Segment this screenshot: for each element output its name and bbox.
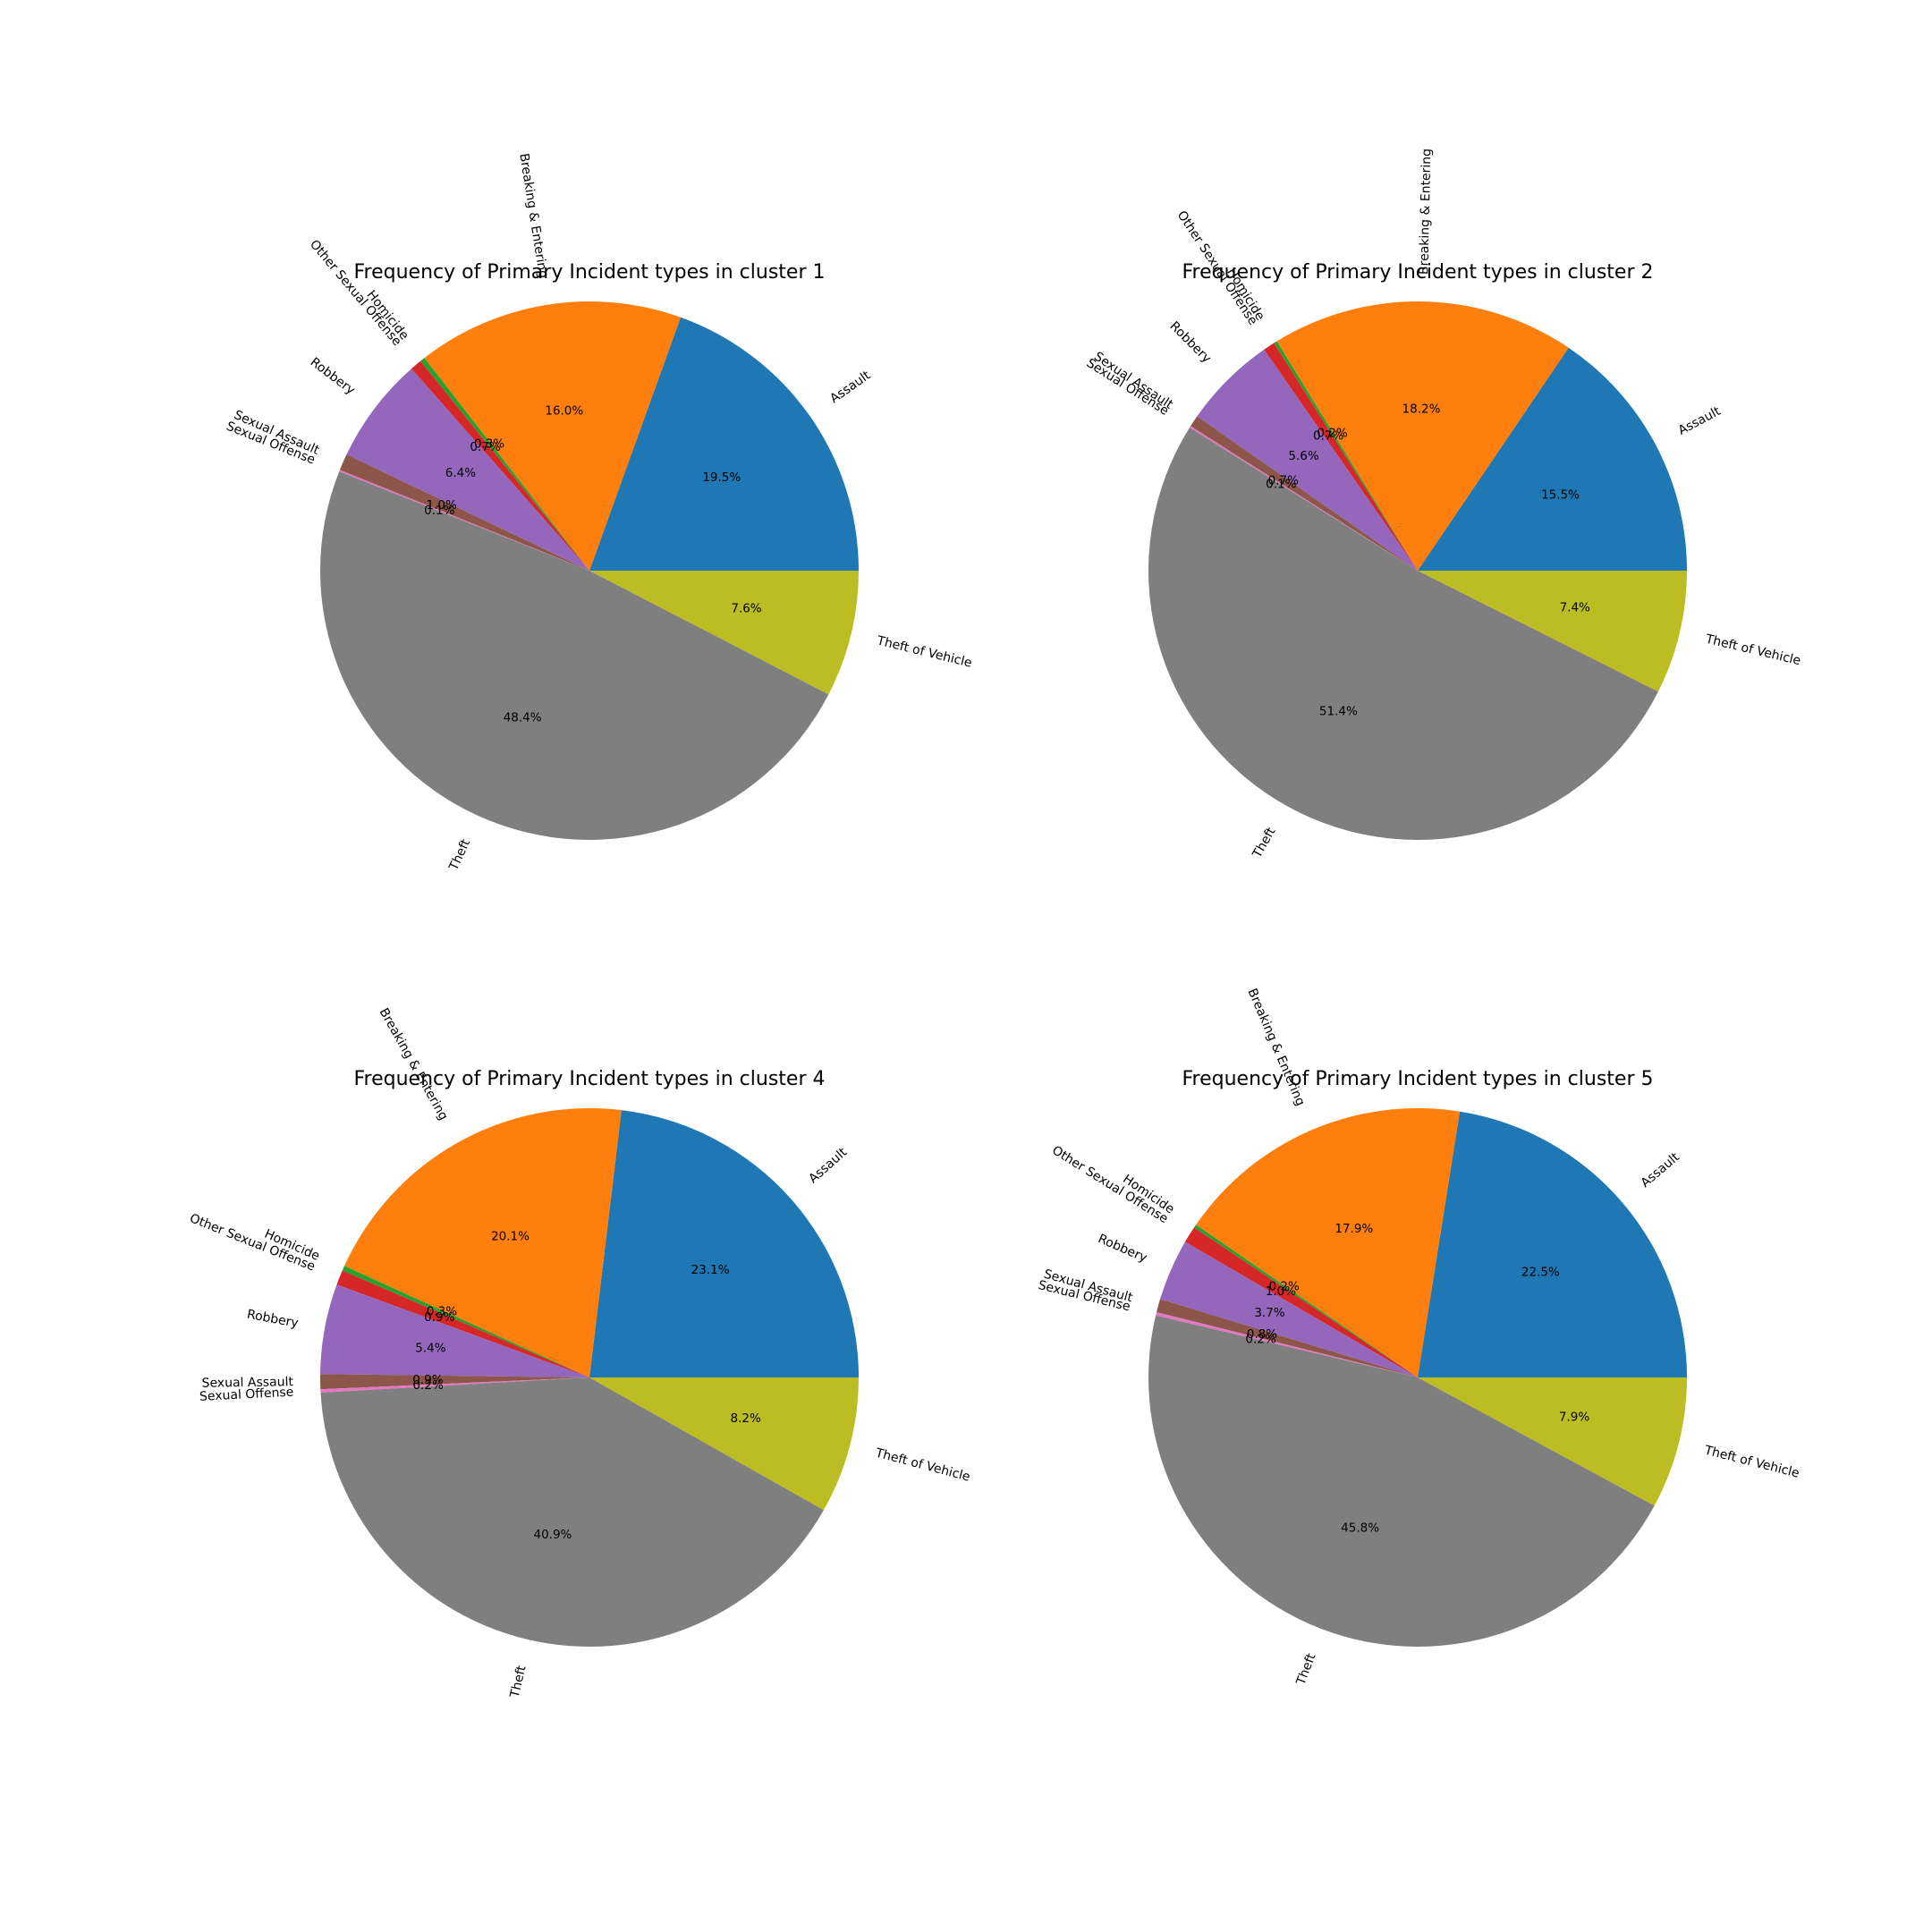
- chart-title: Frequency of Primary Incident types in c…: [353, 261, 825, 284]
- pct-label-theft-of-vehicle: 7.4%: [1560, 601, 1590, 615]
- slice-label-assault: Assault: [1676, 404, 1724, 438]
- slice-label-robbery: Robbery: [246, 1308, 300, 1331]
- slice-label-theft: Theft: [446, 837, 473, 874]
- pct-label-theft-of-vehicle: 7.9%: [1559, 1410, 1589, 1424]
- pie-panel-5: Frequency of Primary Incident types in c…: [1037, 987, 1801, 1688]
- pct-label-theft: 48.4%: [504, 710, 542, 724]
- pct-label-sexual-offense: 0.1%: [424, 504, 454, 518]
- slice-label-theft-of-vehicle: Theft of Vehicle: [1703, 631, 1801, 668]
- slice-label-theft: Theft: [1250, 825, 1278, 861]
- slice-label-robbery: Robbery: [1167, 319, 1214, 366]
- pie-slice-assault: [589, 1110, 859, 1377]
- slice-label-theft-of-vehicle: Theft of Vehicle: [875, 633, 973, 670]
- slice-label-breaking-and-entering: Breaking & Entering: [1417, 148, 1434, 275]
- pie-slices: [320, 1108, 859, 1647]
- pct-label-assault: 15.5%: [1541, 487, 1580, 502]
- pct-label-robbery: 5.4%: [415, 1341, 445, 1355]
- pct-label-other-sexual-offense: 0.7%: [470, 440, 500, 454]
- pct-label-breaking-and-entering: 18.2%: [1402, 402, 1441, 416]
- pie-slices: [320, 301, 859, 840]
- slice-label-other-sexual-offense: Other Sexual Offense: [1049, 1143, 1170, 1226]
- pct-label-robbery: 5.6%: [1288, 449, 1318, 463]
- pct-label-sexual-offense: 0.1%: [1266, 478, 1296, 492]
- pie-panel-2: Frequency of Primary Incident types in c…: [1084, 148, 1802, 861]
- pct-label-breaking-and-entering: 17.9%: [1335, 1222, 1373, 1236]
- pie-slices: [1148, 301, 1687, 840]
- pie-panel-1: Frequency of Primary Incident types in c…: [225, 152, 973, 873]
- slice-label-theft: Theft: [507, 1664, 529, 1699]
- pct-label-sexual-offense: 0.2%: [1245, 1332, 1275, 1346]
- pct-label-breaking-and-entering: 20.1%: [491, 1230, 530, 1244]
- chart-title: Frequency of Primary Incident types in c…: [1182, 1068, 1653, 1090]
- slice-label-assault: Assault: [827, 368, 873, 406]
- slice-label-theft: Theft: [1293, 1651, 1318, 1688]
- pct-label-assault: 19.5%: [702, 470, 741, 485]
- pct-label-theft: 51.4%: [1319, 704, 1358, 718]
- pct-label-theft: 40.9%: [533, 1528, 572, 1542]
- slice-label-breaking-and-entering: Breaking & Entering: [377, 1005, 451, 1123]
- slice-label-assault: Assault: [806, 1145, 850, 1186]
- pct-label-assault: 22.5%: [1521, 1266, 1560, 1280]
- slice-label-breaking-and-entering: Breaking & Entering: [516, 152, 550, 279]
- pct-label-breaking-and-entering: 16.0%: [545, 404, 583, 419]
- pie-slice-assault: [1418, 1112, 1687, 1377]
- pct-label-theft-of-vehicle: 7.6%: [731, 602, 761, 616]
- slice-label-other-sexual-offense: Other Sexual Offense: [307, 237, 404, 349]
- pct-label-assault: 23.1%: [691, 1263, 730, 1277]
- slice-label-sexual-offense: Sexual Offense: [1084, 356, 1172, 419]
- slice-label-robbery: Robbery: [1096, 1232, 1149, 1266]
- slice-label-assault: Assault: [1639, 1149, 1683, 1191]
- pct-label-other-sexual-offense: 0.9%: [424, 1310, 454, 1325]
- pct-label-theft-of-vehicle: 8.2%: [730, 1411, 760, 1426]
- pct-label-theft: 45.8%: [1341, 1521, 1379, 1536]
- slice-label-theft-of-vehicle: Theft of Vehicle: [1702, 1443, 1801, 1480]
- pie-panel-4: Frequency of Primary Incident types in c…: [188, 1005, 972, 1699]
- slice-label-theft-of-vehicle: Theft of Vehicle: [873, 1445, 971, 1484]
- slice-label-robbery: Robbery: [308, 355, 358, 398]
- pct-label-sexual-offense: 0.2%: [412, 1378, 443, 1393]
- pct-label-robbery: 6.4%: [445, 466, 476, 480]
- pct-label-other-sexual-offense: 0.7%: [1313, 428, 1343, 443]
- pct-label-other-sexual-offense: 1.0%: [1266, 1284, 1296, 1299]
- pie-slices: [1148, 1108, 1687, 1647]
- pct-label-robbery: 3.7%: [1254, 1306, 1284, 1320]
